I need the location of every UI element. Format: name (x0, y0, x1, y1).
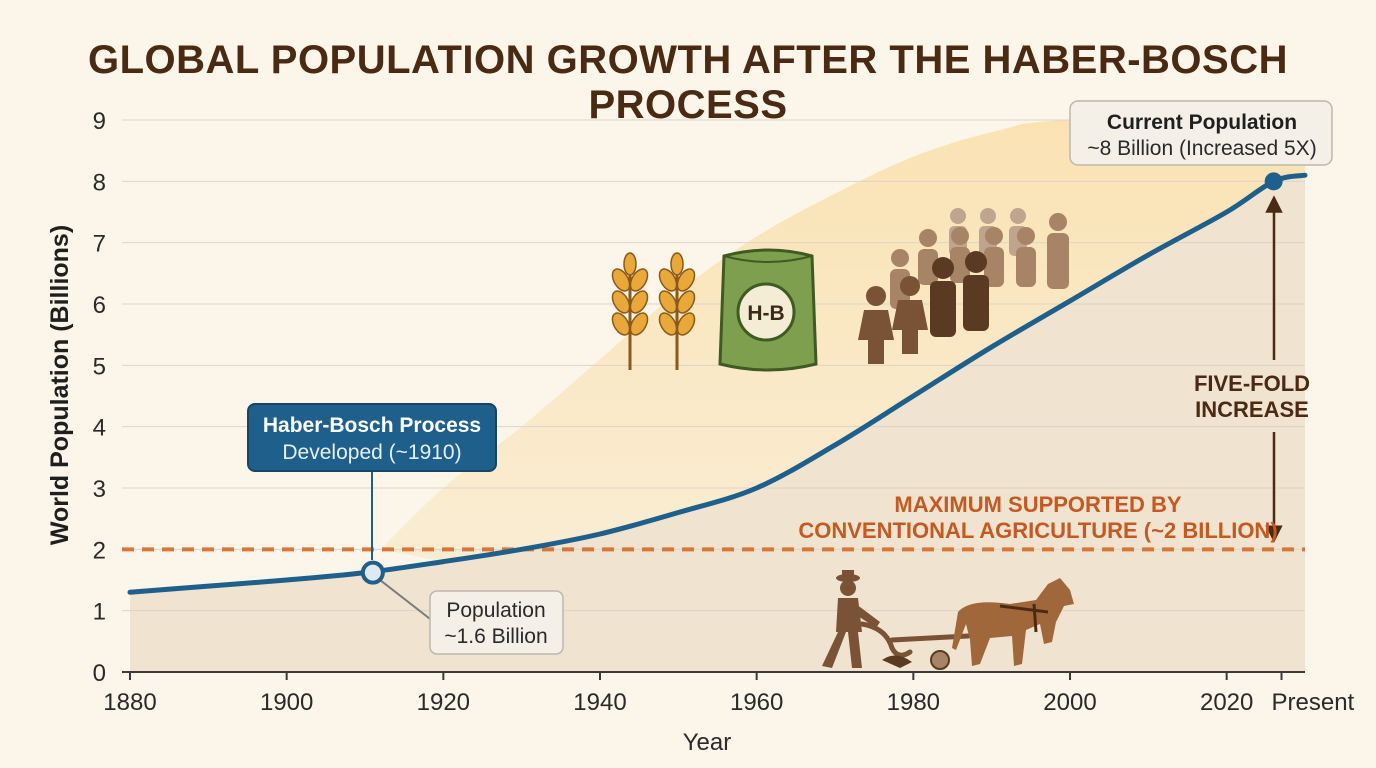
wheat-icon (658, 252, 696, 370)
y-tick-label: 7 (93, 231, 106, 258)
reference-label-2: CONVENTIONAL AGRICULTURE (~2 BILLION) (798, 518, 1277, 543)
people-crowd-icon (858, 208, 1069, 364)
y-tick-label: 2 (93, 537, 106, 564)
y-tick-label: 8 (93, 169, 106, 196)
population-1910-leader (379, 579, 435, 623)
population-1910-label: Population (446, 599, 545, 622)
farmer-plow-icon (822, 570, 1074, 670)
fertilizer-bag-icon: H-B (718, 248, 818, 372)
food-capacity-envelope (380, 119, 1306, 562)
current-population-box (1069, 100, 1333, 166)
x-tick-label: 1980 (887, 689, 940, 716)
y-tick-label: 4 (93, 415, 106, 442)
x-tick-label: 1880 (103, 689, 156, 716)
bag-label: H-B (747, 302, 784, 325)
current-population-marker (1264, 172, 1283, 191)
y-tick-label: 0 (93, 660, 106, 687)
x-tick-label: Present (1272, 689, 1355, 716)
grid (122, 119, 1305, 673)
x-tick-label: 1940 (573, 689, 626, 716)
y-tick-label: 5 (93, 353, 106, 380)
current-population-title: Current Population (1107, 111, 1297, 134)
x-tick-label: 1900 (260, 689, 313, 716)
haber-bosch-title: Haber-Bosch Process (263, 414, 481, 437)
y-tick-label: 9 (93, 108, 106, 135)
population-1910-value: ~1.6 Billion (444, 625, 547, 648)
x-tick-label: 1960 (730, 689, 783, 716)
five-fold-label-1: FIVE-FOLD (1194, 371, 1310, 396)
y-tick-label: 1 (93, 599, 106, 626)
x-tick-label: 2020 (1200, 689, 1253, 716)
population-series-line (127, 172, 1308, 595)
y-axis-ticks: 0 1 2 3 4 5 6 7 8 9 (93, 108, 106, 687)
population-1910-box (429, 590, 564, 655)
x-tick-label: 2000 (1043, 689, 1096, 716)
wheat-icon (611, 252, 649, 370)
haber-bosch-subtitle: Developed (~1910) (282, 441, 461, 464)
y-tick-label: 3 (93, 476, 106, 503)
reference-label-1: MAXIMUM SUPPORTED BY (894, 492, 1182, 517)
y-axis-label: World Population (Billions) (46, 225, 74, 545)
haber-bosch-box (247, 403, 497, 472)
five-fold-label-2: INCREASE (1195, 397, 1309, 422)
x-axis-label: Year (683, 729, 732, 756)
current-population-subtitle: ~8 Billion (Increased 5X) (1087, 137, 1316, 160)
haber-bosch-marker (360, 560, 385, 585)
capacity-envelope-area (380, 119, 1306, 562)
y-tick-label: 6 (93, 292, 106, 319)
chart-title: GLOBAL POPULATION GROWTH AFTER THE HABER… (88, 38, 1288, 127)
x-axis-ticks: 1880 1900 1920 1940 1960 1980 2000 2020 Present (103, 672, 1355, 716)
x-tick-label: 1920 (417, 689, 470, 716)
